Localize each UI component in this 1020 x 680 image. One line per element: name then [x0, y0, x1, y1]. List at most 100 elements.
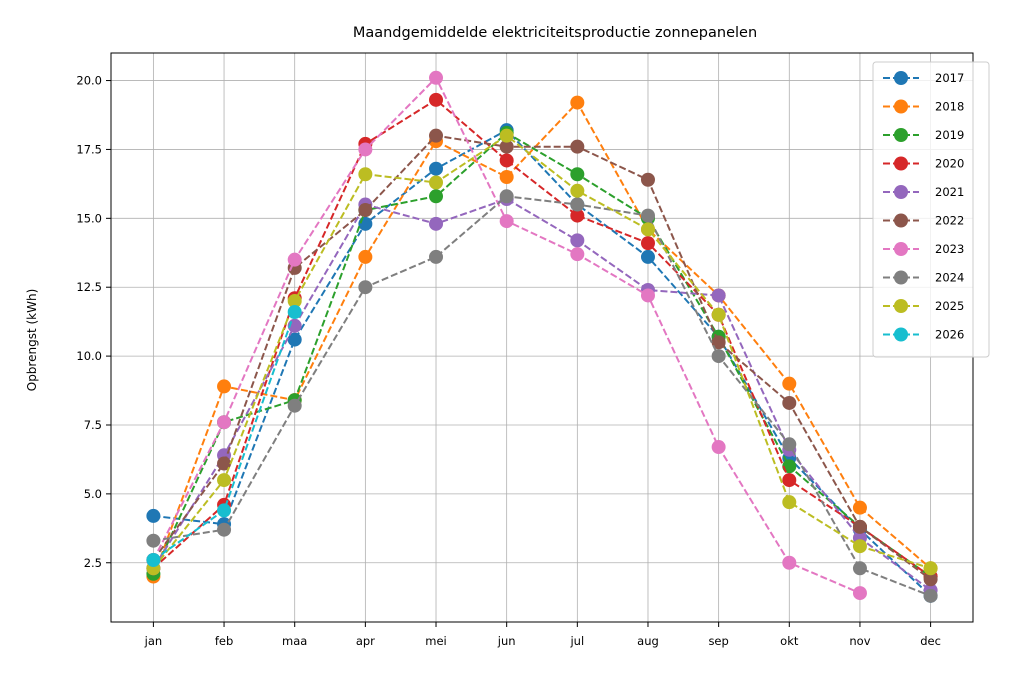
- data-point: [287, 293, 302, 308]
- legend-label: 2022: [935, 214, 964, 228]
- data-point: [782, 495, 797, 510]
- axis-ticks: jan feb maa apr mei jun jul aug sep okt nov dec 2.5 5…: [76, 74, 941, 648]
- x-tick-label: sep: [708, 634, 728, 648]
- data-point: [429, 70, 444, 85]
- series-line-2022: [152, 134, 932, 581]
- data-point: [711, 335, 726, 350]
- legend-marker: [894, 270, 908, 285]
- chart-title: Maandgemiddelde elektriciteitsproductie …: [353, 25, 757, 41]
- data-point: [852, 539, 867, 554]
- data-point: [217, 522, 232, 537]
- legend-marker: [894, 185, 908, 199]
- legend-label: 2018: [935, 100, 964, 114]
- data-point: [217, 473, 232, 488]
- data-point: [287, 398, 302, 413]
- series-2022: [146, 128, 938, 587]
- series-line-2019: [152, 131, 932, 578]
- data-point: [852, 519, 867, 534]
- data-point: [429, 161, 444, 176]
- data-point: [782, 555, 797, 570]
- x-tick-label: mei: [425, 634, 446, 648]
- series-2023: [146, 70, 867, 601]
- x-tick-label: jan: [144, 634, 163, 648]
- data-point: [711, 440, 726, 455]
- x-tick-label: apr: [356, 634, 375, 648]
- legend: 2017 2018 2019 2020 2021 2022 2023 2024 2025 2026: [872, 61, 990, 358]
- data-point: [217, 456, 232, 471]
- legend-marker: [894, 327, 908, 342]
- x-tick-label: maa: [282, 634, 307, 648]
- data-point: [782, 376, 797, 391]
- data-point: [923, 572, 938, 587]
- x-tick-label: dec: [920, 634, 941, 648]
- series-line-2021: [152, 197, 932, 592]
- data-point: [570, 167, 585, 182]
- legend-marker: [894, 156, 908, 171]
- legend-label: 2020: [935, 157, 964, 171]
- legend-marker: [894, 213, 908, 228]
- data-point: [711, 349, 726, 364]
- data-point: [570, 247, 585, 262]
- data-point: [146, 553, 161, 568]
- legend-label: 2026: [935, 328, 964, 342]
- y-tick-label: 15.0: [76, 211, 102, 225]
- y-tick-label: 12.5: [76, 280, 102, 294]
- x-tick-label: jul: [569, 634, 584, 648]
- data-point: [287, 252, 302, 267]
- data-point: [358, 167, 373, 182]
- data-point: [711, 307, 726, 322]
- data-point: [570, 208, 585, 223]
- data-point: [923, 561, 938, 576]
- y-tick-label: 7.5: [84, 418, 102, 432]
- data-point: [217, 503, 232, 518]
- series-line-2017: [153, 128, 932, 597]
- data-point: [640, 172, 655, 187]
- series-2025: [146, 128, 938, 576]
- legend-label: 2017: [935, 71, 964, 85]
- data-point: [640, 249, 655, 264]
- legend-label: 2024: [935, 271, 964, 285]
- series-line-2018: [152, 100, 932, 577]
- data-point: [640, 222, 655, 237]
- data-point: [852, 500, 867, 515]
- data-point: [923, 588, 938, 603]
- legend-label: 2025: [935, 299, 964, 313]
- legend-marker: [894, 71, 908, 85]
- data-point: [499, 169, 514, 184]
- series-2019: [146, 125, 938, 584]
- data-point: [640, 236, 655, 251]
- data-point: [852, 561, 867, 576]
- data-point: [358, 249, 373, 264]
- y-tick-label: 2.5: [84, 556, 102, 570]
- legend-marker: [894, 99, 908, 114]
- data-point: [217, 415, 232, 430]
- data-point: [782, 437, 797, 452]
- data-point: [570, 233, 585, 248]
- series-line-2024: [153, 195, 931, 597]
- data-point: [852, 586, 867, 601]
- data-point: [640, 208, 655, 223]
- legend-marker: [894, 242, 908, 256]
- data-point: [570, 139, 585, 154]
- data-point: [358, 142, 373, 157]
- x-tick-label: jun: [497, 634, 516, 648]
- data-point: [429, 249, 444, 264]
- data-point: [146, 533, 161, 548]
- y-tick-label: 10.0: [76, 349, 102, 363]
- y-tick-label: 20.0: [76, 74, 102, 88]
- data-point: [358, 216, 373, 231]
- x-tick-label: okt: [780, 634, 799, 648]
- y-tick-label: 17.5: [76, 142, 102, 156]
- y-axis-label: Opbrengst (kWh): [25, 289, 39, 392]
- legend-label: 2021: [935, 185, 964, 199]
- x-tick-label: nov: [849, 634, 870, 648]
- x-tick-label: aug: [637, 634, 659, 648]
- data-point: [429, 128, 444, 143]
- y-tick-label: 5.0: [84, 487, 102, 501]
- data-point: [711, 288, 726, 303]
- data-point: [217, 379, 232, 394]
- data-point: [640, 288, 655, 303]
- data-point: [499, 214, 514, 229]
- data-point: [570, 197, 585, 212]
- data-point: [499, 128, 514, 143]
